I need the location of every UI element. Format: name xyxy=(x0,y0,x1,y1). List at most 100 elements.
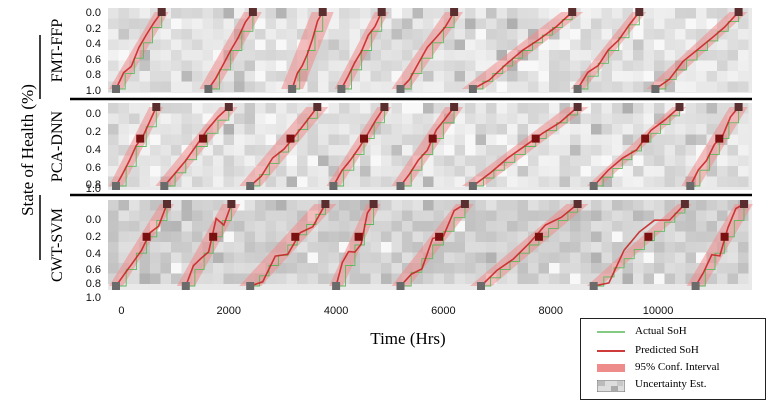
uncertainty-cell xyxy=(696,221,707,232)
uncertainty-cell xyxy=(213,166,224,177)
actual-soh-line xyxy=(593,107,680,187)
uncertainty-cell xyxy=(328,50,339,61)
uncertainty-cell xyxy=(570,39,581,50)
uncertainty-cell xyxy=(738,166,749,177)
uncertainty-marker xyxy=(691,282,700,290)
uncertainty-cell xyxy=(591,134,602,145)
uncertainty-cell xyxy=(234,60,245,71)
uncertainty-cell xyxy=(517,71,528,82)
uncertainty-cell xyxy=(622,273,633,284)
uncertainty-cell xyxy=(675,263,686,274)
cycle xyxy=(681,103,748,190)
uncertainty-cell xyxy=(465,155,476,166)
uncertainty-cell xyxy=(265,210,276,221)
uncertainty-cell xyxy=(223,8,234,19)
uncertainty-cell xyxy=(192,242,203,253)
uncertainty-cell xyxy=(370,155,381,166)
uncertainty-cell xyxy=(727,155,738,166)
uncertainty-cell xyxy=(528,221,539,232)
uncertainty-cell xyxy=(171,231,182,242)
uncertainty-cell xyxy=(297,134,308,145)
uncertainty-cell xyxy=(370,134,381,145)
uncertainty-cell xyxy=(717,8,728,19)
uncertainty-cell xyxy=(475,155,486,166)
uncertainty-cell xyxy=(601,155,612,166)
uncertainty-cell xyxy=(612,242,623,253)
uncertainty-cell xyxy=(654,200,665,211)
uncertainty-cell xyxy=(150,200,161,211)
uncertainty-marker xyxy=(686,182,695,190)
uncertainty-cell xyxy=(223,273,234,284)
uncertainty-cell xyxy=(507,231,518,242)
uncertainty-cell xyxy=(255,231,266,242)
uncertainty-cell xyxy=(223,166,234,177)
uncertainty-cell xyxy=(192,124,203,135)
predicted-soh-line xyxy=(249,203,327,287)
uncertainty-cell xyxy=(223,81,234,92)
uncertainty-cell xyxy=(433,60,444,71)
uncertainty-cell xyxy=(633,113,644,124)
uncertainty-cell xyxy=(706,113,717,124)
uncertainty-cell xyxy=(454,263,465,274)
uncertainty-cell xyxy=(517,81,528,92)
uncertainty-cell xyxy=(685,210,696,221)
uncertainty-cell xyxy=(622,39,633,50)
uncertainty-cell xyxy=(685,8,696,19)
uncertainty-cell xyxy=(570,134,581,145)
uncertainty-cell xyxy=(339,242,350,253)
uncertainty-cell xyxy=(622,263,633,274)
uncertainty-cell xyxy=(486,18,497,29)
uncertainty-cell xyxy=(717,252,728,263)
uncertainty-marker xyxy=(246,282,255,290)
uncertainty-cell xyxy=(465,231,476,242)
uncertainty-cell xyxy=(213,200,224,211)
uncertainty-cell xyxy=(612,145,623,156)
y-tick-label: 0.8 xyxy=(86,69,101,81)
uncertainty-cell xyxy=(181,29,192,40)
cycle xyxy=(329,200,381,290)
uncertainty-cell xyxy=(213,252,224,263)
uncertainty-cell xyxy=(622,60,633,71)
uncertainty-cell xyxy=(727,81,738,92)
uncertainty-cell xyxy=(685,134,696,145)
x-tick-label: 8000 xyxy=(539,305,563,317)
uncertainty-cell xyxy=(150,60,161,71)
uncertainty-cell xyxy=(696,60,707,71)
uncertainty-cell xyxy=(412,200,423,211)
uncertainty-cell xyxy=(601,8,612,19)
uncertainty-cell xyxy=(255,39,266,50)
uncertainty-cell xyxy=(412,8,423,19)
uncertainty-cell xyxy=(517,18,528,29)
uncertainty-cell xyxy=(507,18,518,29)
uncertainty-cell xyxy=(360,145,371,156)
uncertainty-cell xyxy=(129,124,140,135)
uncertainty-marker xyxy=(468,182,477,190)
uncertainty-cell xyxy=(276,18,287,29)
uncertainty-cell xyxy=(202,273,213,284)
uncertainty-cell xyxy=(675,18,686,29)
uncertainty-cell xyxy=(570,252,581,263)
uncertainty-cell xyxy=(717,200,728,211)
uncertainty-cell xyxy=(664,273,675,284)
uncertainty-cell xyxy=(570,60,581,71)
uncertainty-cell xyxy=(391,273,402,284)
uncertainty-cell xyxy=(192,103,203,114)
uncertainty-cell xyxy=(160,145,171,156)
uncertainty-cell xyxy=(580,39,591,50)
uncertainty-cell xyxy=(696,8,707,19)
uncertainty-cell xyxy=(685,71,696,82)
uncertainty-cell xyxy=(202,166,213,177)
cycle xyxy=(461,103,589,190)
predicted-soh-line xyxy=(291,11,324,90)
uncertainty-cell xyxy=(265,124,276,135)
uncertainty-cell xyxy=(675,231,686,242)
uncertainty-cell xyxy=(255,145,266,156)
uncertainty-cell xyxy=(580,113,591,124)
uncertainty-cell xyxy=(318,71,329,82)
uncertainty-cell xyxy=(328,39,339,50)
uncertainty-cell xyxy=(171,29,182,40)
uncertainty-cell xyxy=(706,81,717,92)
uncertainty-cell xyxy=(591,166,602,177)
uncertainty-cell xyxy=(234,124,245,135)
uncertainty-cell xyxy=(580,221,591,232)
